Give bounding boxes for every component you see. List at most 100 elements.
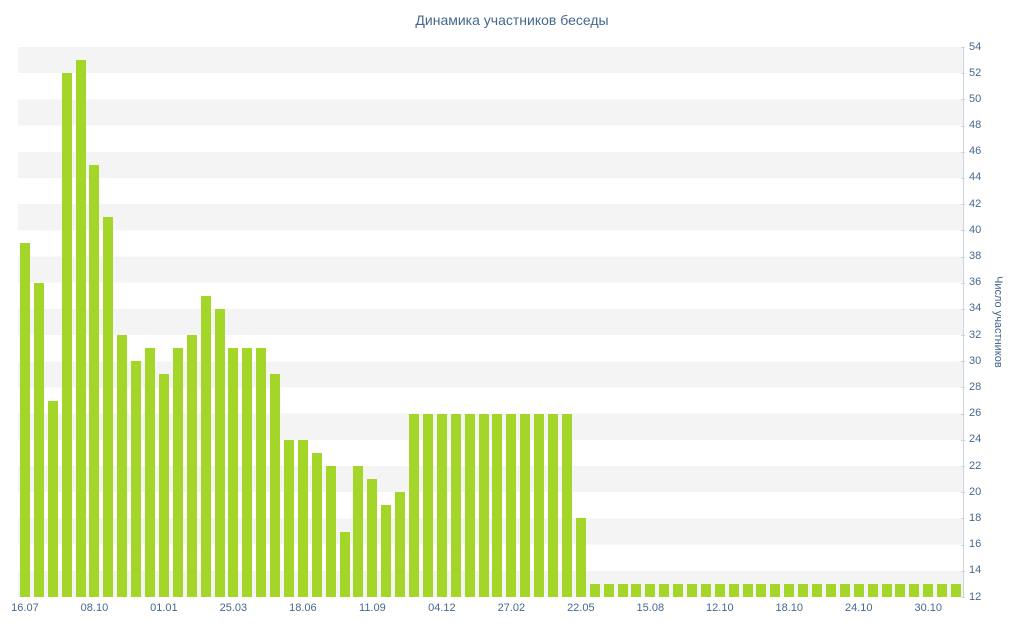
x-tick-label: 18.06 <box>289 602 317 614</box>
bar <box>561 413 572 597</box>
y-tick-mark <box>961 99 965 101</box>
x-tick-label: 18.10 <box>775 602 804 614</box>
y-tick-label: 48 <box>969 119 982 132</box>
y-tick-mark <box>961 570 965 572</box>
y-tick-mark <box>961 544 965 546</box>
bar <box>19 243 30 597</box>
bar <box>436 413 447 597</box>
x-tick-label: 11.09 <box>359 602 386 614</box>
bar <box>937 583 948 597</box>
bar <box>256 348 267 597</box>
bar <box>784 583 795 597</box>
bar <box>825 583 836 597</box>
x-tick-label: 24.10 <box>845 602 873 614</box>
y-tick-label: 34 <box>969 302 982 315</box>
y-tick-label: 14 <box>969 564 982 577</box>
bar <box>951 583 962 597</box>
bar <box>812 583 823 597</box>
bar <box>673 583 684 597</box>
x-tick-label: 30.10 <box>914 602 943 614</box>
bar <box>631 583 642 597</box>
x-tick-label: 01.01 <box>150 602 178 614</box>
y-axis-line <box>963 47 964 597</box>
bar <box>33 282 44 597</box>
bar <box>589 583 600 597</box>
bar <box>145 348 156 597</box>
y-tick-mark <box>961 308 965 310</box>
bar <box>728 583 739 597</box>
bar <box>450 413 461 597</box>
y-tick-mark <box>961 230 965 232</box>
y-tick-mark <box>961 439 965 441</box>
y-tick-label: 38 <box>969 250 982 263</box>
bar <box>117 335 128 597</box>
y-tick-mark <box>961 204 965 206</box>
bar <box>770 583 781 597</box>
bar <box>714 583 725 597</box>
y-tick-mark <box>961 335 965 337</box>
bar <box>200 295 211 597</box>
y-tick-label: 20 <box>969 485 982 498</box>
y-tick-label: 12 <box>969 590 982 603</box>
y-tick-label: 26 <box>969 407 982 420</box>
bar <box>548 413 559 597</box>
bar <box>923 583 934 597</box>
y-tick-label: 42 <box>969 197 982 210</box>
bar <box>687 583 697 597</box>
bar <box>659 583 670 597</box>
bar <box>756 583 767 597</box>
y-axis-title: Число участников <box>992 276 1004 368</box>
bar <box>409 413 420 597</box>
y-tick-label: 54 <box>969 40 982 53</box>
bar <box>103 217 114 597</box>
y-tick-label: 22 <box>969 459 982 472</box>
bar <box>742 583 753 597</box>
y-tick-mark <box>961 413 965 415</box>
bar <box>311 452 322 597</box>
x-tick-label: 08.10 <box>80 602 109 614</box>
y-tick-mark <box>961 256 965 258</box>
y-tick-mark <box>961 47 965 48</box>
bar <box>339 531 350 597</box>
y-tick-label: 18 <box>969 511 982 524</box>
y-tick-mark <box>961 387 965 389</box>
bar <box>617 583 628 597</box>
bar <box>395 492 406 597</box>
bar <box>283 439 294 597</box>
y-tick-mark <box>961 177 965 179</box>
bar <box>172 348 183 597</box>
y-tick-label: 24 <box>969 433 982 446</box>
bar <box>297 439 308 597</box>
bar <box>506 413 517 597</box>
y-tick-label: 36 <box>969 276 982 289</box>
x-tick-label: 16.07 <box>11 602 39 614</box>
chart-title: Динамика участников беседы <box>415 12 609 28</box>
y-tick-mark <box>961 151 965 153</box>
x-tick-label: 27.02 <box>497 602 526 614</box>
bar <box>520 413 531 597</box>
bar <box>645 583 656 597</box>
y-tick-label: 40 <box>969 223 982 236</box>
bar <box>603 583 614 597</box>
y-tick-label: 30 <box>969 354 982 367</box>
bar <box>478 413 489 597</box>
bar <box>242 348 253 597</box>
bar <box>492 413 503 597</box>
bar <box>367 479 378 597</box>
y-tick-label: 50 <box>969 92 982 105</box>
y-tick-label: 44 <box>969 171 982 184</box>
bar <box>61 73 72 597</box>
bar <box>381 505 392 597</box>
bar <box>881 583 892 597</box>
y-tick-label: 52 <box>969 66 982 79</box>
bar <box>909 583 920 597</box>
bar <box>228 348 239 597</box>
plot-area <box>18 47 963 597</box>
bar <box>131 361 142 597</box>
y-tick-mark <box>961 492 965 494</box>
bar <box>47 400 58 597</box>
bar <box>325 466 336 597</box>
bar <box>853 583 864 597</box>
y-tick-mark <box>961 361 965 363</box>
y-tick-mark <box>961 466 965 468</box>
